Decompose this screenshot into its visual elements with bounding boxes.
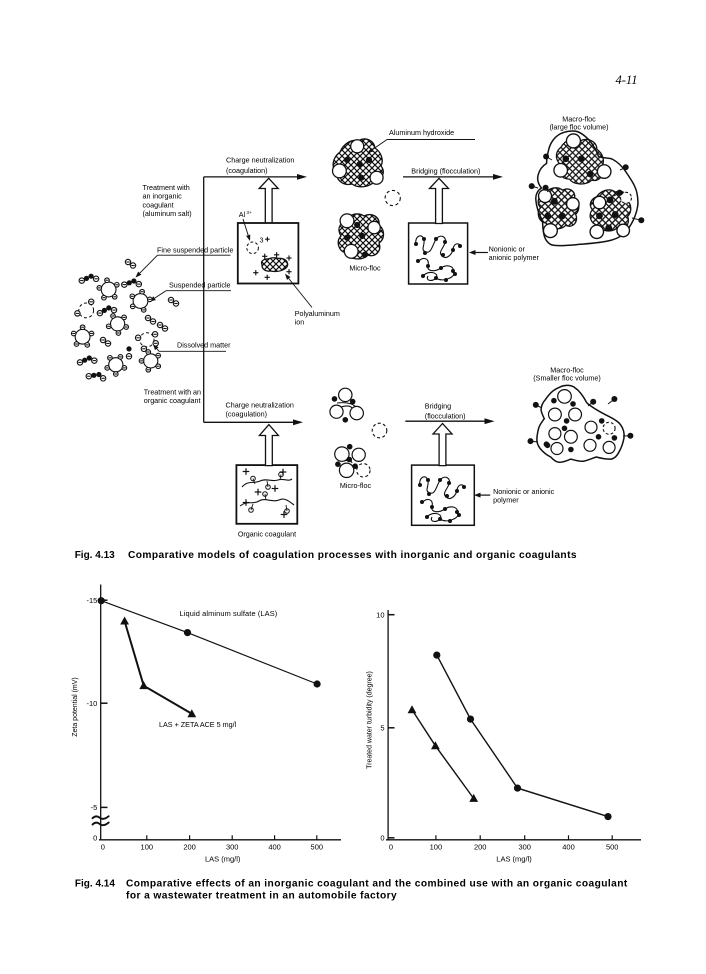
- svg-text:Al: Al: [239, 210, 246, 219]
- svg-text:Bridging (flocculation): Bridging (flocculation): [411, 167, 480, 176]
- svg-text:Macro-floc: Macro-floc: [562, 115, 596, 124]
- svg-text:-5: -5: [91, 803, 98, 812]
- svg-text:200: 200: [183, 842, 196, 851]
- svg-text:Bridging: Bridging: [425, 402, 451, 411]
- svg-text:0: 0: [389, 842, 393, 851]
- svg-text:0: 0: [93, 833, 97, 842]
- svg-text:10: 10: [376, 610, 384, 619]
- svg-text:LAS (mg/l): LAS (mg/l): [205, 855, 241, 864]
- svg-text:Comparative models of coagulat: Comparative models of coagulation proces…: [128, 550, 577, 561]
- svg-text:Organic coagulant: Organic coagulant: [238, 530, 296, 539]
- svg-text:organic coagulant: organic coagulant: [144, 396, 201, 405]
- svg-text:anionic polymer: anionic polymer: [489, 253, 540, 262]
- svg-text:(aluminum salt): (aluminum salt): [143, 209, 192, 218]
- svg-text:Nonionic or: Nonionic or: [489, 244, 526, 253]
- svg-text:400: 400: [562, 842, 575, 851]
- svg-text:for a wastewater treatment in: for a wastewater treatment in an automob…: [126, 890, 397, 901]
- svg-text:(flocculation): (flocculation): [425, 411, 466, 420]
- svg-text:(large floc volume): (large floc volume): [549, 123, 608, 132]
- svg-text:0: 0: [380, 834, 384, 843]
- svg-text:Treatment with an: Treatment with an: [144, 387, 201, 396]
- svg-text:LAS + ZETA ACE 5 mg/l: LAS + ZETA ACE 5 mg/l: [159, 720, 237, 729]
- svg-text:Fig. 4.13: Fig. 4.13: [75, 550, 115, 561]
- svg-text:Polyaluminum: Polyaluminum: [295, 309, 340, 318]
- svg-text:(coagulation): (coagulation): [226, 166, 268, 175]
- svg-text:Micro-floc: Micro-floc: [349, 264, 381, 273]
- svg-text:Fig. 4.14: Fig. 4.14: [75, 878, 115, 889]
- svg-text:Liquid alminum sulfate (LAS): Liquid alminum sulfate (LAS): [180, 609, 278, 618]
- svg-text:Comparative effects of an inor: Comparative effects of an inorganic coag…: [126, 878, 628, 889]
- svg-text:Micro-floc: Micro-floc: [340, 481, 372, 490]
- svg-text:100: 100: [430, 842, 443, 851]
- svg-text:Suspended particle: Suspended particle: [169, 281, 231, 290]
- svg-text:300: 300: [226, 842, 239, 851]
- svg-text:300: 300: [518, 842, 531, 851]
- svg-text:Charge neutralization: Charge neutralization: [226, 156, 294, 165]
- svg-text:200: 200: [474, 842, 487, 851]
- svg-text:4-11: 4-11: [616, 73, 638, 87]
- svg-text:-15: -15: [86, 596, 97, 605]
- svg-text:3+: 3+: [246, 210, 252, 216]
- svg-text:Nonionic or anionic: Nonionic or anionic: [493, 487, 555, 496]
- svg-text:ion: ion: [295, 318, 305, 327]
- svg-text:500: 500: [606, 842, 619, 851]
- svg-text:Aluminum hydroxide: Aluminum hydroxide: [389, 128, 454, 137]
- svg-text:(coagulation): (coagulation): [226, 410, 268, 419]
- svg-text:Treatment with: Treatment with: [143, 183, 190, 192]
- svg-text:coagulant: coagulant: [143, 200, 174, 209]
- svg-text:-10: -10: [86, 699, 97, 708]
- svg-text:100: 100: [141, 842, 154, 851]
- svg-text:polymer: polymer: [493, 496, 519, 505]
- svg-text:Zeta potential (mV): Zeta potential (mV): [72, 677, 79, 737]
- svg-text:0: 0: [101, 842, 105, 851]
- svg-text:Charge neutralization: Charge neutralization: [226, 401, 294, 410]
- svg-text:5: 5: [380, 724, 384, 733]
- svg-text:Fine suspended particle: Fine suspended particle: [157, 245, 233, 254]
- svg-text:Treated water turbidity (degre: Treated water turbidity (degree): [367, 671, 374, 769]
- svg-text:400: 400: [268, 842, 281, 851]
- svg-text:Macro-floc: Macro-floc: [550, 366, 584, 375]
- svg-text:(Smaller floc volume): (Smaller floc volume): [533, 374, 601, 383]
- svg-text:Dissolved matter: Dissolved matter: [177, 341, 231, 350]
- svg-text:LAS (mg/l): LAS (mg/l): [496, 855, 532, 864]
- svg-text:500: 500: [311, 842, 324, 851]
- svg-text:3: 3: [260, 236, 264, 245]
- svg-text:an inorganic: an inorganic: [143, 192, 183, 201]
